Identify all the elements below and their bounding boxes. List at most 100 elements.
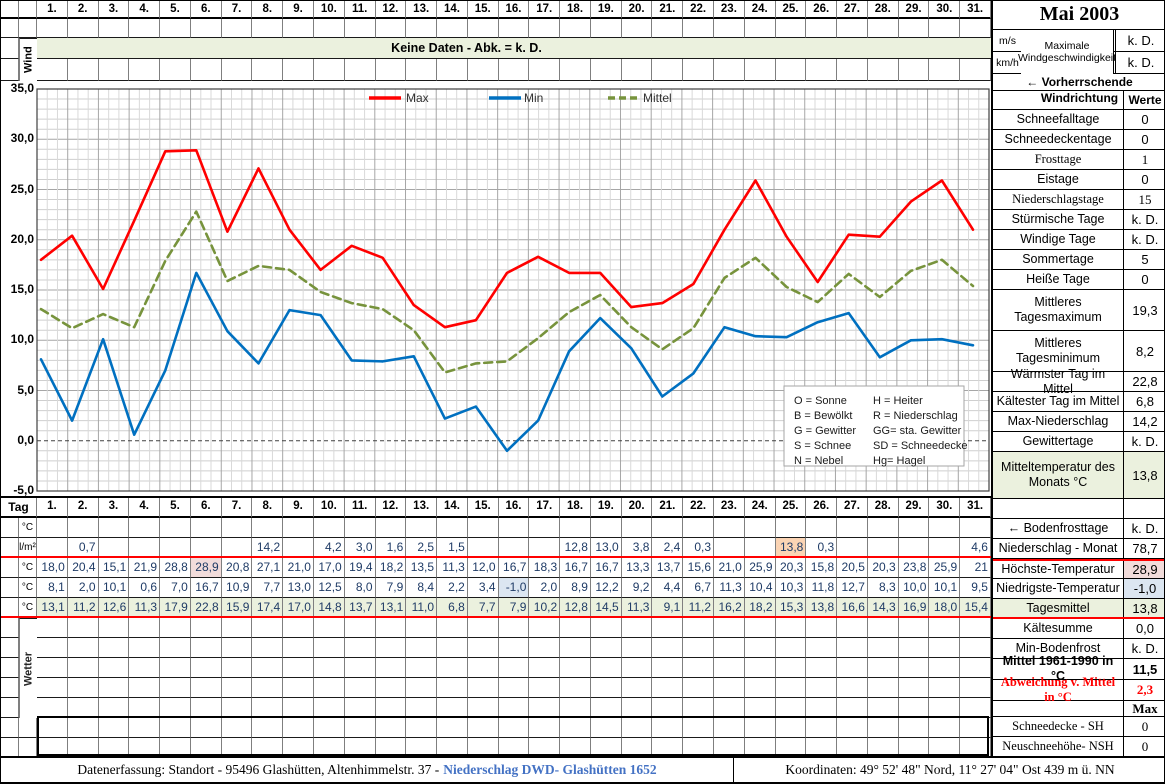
wetter-data-cell[interactable] (837, 638, 868, 658)
wetter-data-cell[interactable] (252, 618, 284, 638)
data-cell-niedrigste-temperatur[interactable]: 12,7 (837, 578, 868, 598)
data-cell-hoechste-temperatur[interactable]: 12,0 (467, 558, 499, 578)
data-cell-niederschlag[interactable]: 0,7 (67, 538, 99, 558)
wind-data-cell[interactable] (37, 19, 68, 38)
wind-data-cell[interactable] (837, 59, 868, 81)
wind-data-cell[interactable] (775, 59, 807, 81)
wetter-data-cell[interactable] (190, 718, 222, 738)
wetter-data-cell[interactable] (652, 698, 684, 718)
wetter-data-cell[interactable] (867, 718, 899, 738)
wind-data-cell[interactable] (344, 59, 376, 81)
wetter-data-cell[interactable] (837, 618, 868, 638)
data-cell-bodenfrost[interactable] (221, 518, 253, 538)
wind-data-cell[interactable] (375, 19, 407, 38)
wetter-data-cell[interactable] (590, 718, 622, 738)
wetter-data-cell[interactable] (467, 718, 499, 738)
wetter-data-cell[interactable] (498, 638, 530, 658)
data-cell-niederschlag[interactable] (867, 538, 899, 558)
wind-data-cell[interactable] (344, 19, 376, 38)
data-cell-bodenfrost[interactable] (929, 518, 961, 538)
data-cell-tagesmittel[interactable]: 17,9 (160, 598, 191, 618)
wetter-data-cell[interactable] (344, 618, 376, 638)
wetter-data-cell[interactable] (221, 698, 253, 718)
wetter-data-cell[interactable] (529, 678, 561, 698)
data-cell-niederschlag[interactable] (498, 538, 530, 558)
wetter-data-cell[interactable] (190, 698, 222, 718)
wetter-data-cell[interactable] (898, 718, 930, 738)
wetter-data-cell[interactable] (283, 618, 314, 638)
stat-value[interactable]: 0 (1141, 172, 1149, 187)
wetter-data-cell[interactable] (406, 718, 438, 738)
wetter-data-cell[interactable] (160, 678, 191, 698)
wetter-data-cell[interactable] (221, 638, 253, 658)
wetter-data-cell[interactable] (560, 718, 591, 738)
summary-value[interactable]: 0 (1141, 738, 1149, 754)
data-cell-hoechste-temperatur[interactable]: 13,7 (652, 558, 684, 578)
data-cell-tagesmittel[interactable]: 12,6 (98, 598, 130, 618)
wetter-data-cell[interactable] (775, 638, 807, 658)
windspeed-value-ms[interactable]: k. D. (1127, 33, 1155, 48)
wetter-data-cell[interactable] (221, 738, 253, 758)
wetter-data-cell[interactable] (590, 638, 622, 658)
data-cell-niederschlag[interactable]: 13,8 (775, 538, 807, 558)
data-cell-bodenfrost[interactable] (775, 518, 807, 538)
wetter-data-cell[interactable] (960, 738, 991, 758)
data-cell-tagesmittel[interactable]: 7,7 (467, 598, 499, 618)
data-cell-bodenfrost[interactable] (621, 518, 653, 538)
wetter-data-cell[interactable] (837, 678, 868, 698)
data-cell-tagesmittel[interactable]: 9,1 (652, 598, 684, 618)
data-cell-niedrigste-temperatur[interactable]: 10,1 (98, 578, 130, 598)
wetter-data-cell[interactable] (344, 658, 376, 678)
data-cell-bodenfrost[interactable] (313, 518, 345, 538)
wind-data-cell[interactable] (960, 59, 991, 81)
data-cell-niedrigste-temperatur[interactable]: 2,2 (437, 578, 468, 598)
data-cell-tagesmittel[interactable]: 13,1 (375, 598, 407, 618)
stat-value[interactable]: 22,8 (1132, 374, 1158, 389)
wetter-data-cell[interactable] (221, 678, 253, 698)
stat-value[interactable]: 15 (1138, 191, 1152, 207)
wetter-data-cell[interactable] (129, 698, 161, 718)
data-cell-bodenfrost[interactable] (37, 518, 68, 538)
data-cell-niederschlag[interactable]: 2,5 (406, 538, 438, 558)
wetter-data-cell[interactable] (190, 658, 222, 678)
wind-data-cell[interactable] (283, 19, 314, 38)
data-cell-hoechste-temperatur[interactable]: 11,3 (437, 558, 468, 578)
data-cell-hoechste-temperatur[interactable]: 16,7 (590, 558, 622, 578)
data-cell-niederschlag[interactable] (714, 538, 745, 558)
wetter-data-cell[interactable] (498, 698, 530, 718)
data-cell-bodenfrost[interactable] (437, 518, 468, 538)
wetter-data-cell[interactable] (129, 658, 161, 678)
data-cell-tagesmittel[interactable]: 22,8 (190, 598, 222, 618)
data-cell-hoechste-temperatur[interactable]: 28,8 (160, 558, 191, 578)
wind-data-cell[interactable] (929, 59, 961, 81)
wetter-data-cell[interactable] (313, 658, 345, 678)
wind-data-cell[interactable] (406, 19, 438, 38)
wind-data-cell[interactable] (283, 59, 314, 81)
wetter-data-cell[interactable] (529, 738, 561, 758)
wetter-data-cell[interactable] (898, 698, 930, 718)
wetter-data-cell[interactable] (98, 678, 130, 698)
wetter-data-cell[interactable] (529, 618, 561, 638)
summary-value[interactable]: 78,7 (1132, 541, 1158, 556)
wind-data-cell[interactable] (313, 19, 345, 38)
wetter-data-cell[interactable] (67, 638, 99, 658)
wetter-data-cell[interactable] (560, 698, 591, 718)
wetter-data-cell[interactable] (498, 718, 530, 738)
wind-data-cell[interactable] (898, 59, 930, 81)
data-cell-niedrigste-temperatur[interactable]: 8,1 (37, 578, 68, 598)
data-cell-tagesmittel[interactable]: 6,8 (437, 598, 468, 618)
data-cell-bodenfrost[interactable] (898, 518, 930, 538)
data-cell-bodenfrost[interactable] (467, 518, 499, 538)
data-cell-tagesmittel[interactable]: 16,9 (898, 598, 930, 618)
wetter-data-cell[interactable] (313, 618, 345, 638)
data-cell-niederschlag[interactable] (160, 538, 191, 558)
data-cell-niederschlag[interactable] (221, 538, 253, 558)
wetter-data-cell[interactable] (960, 658, 991, 678)
wetter-data-cell[interactable] (775, 718, 807, 738)
data-cell-niederschlag[interactable] (529, 538, 561, 558)
wetter-data-cell[interactable] (252, 658, 284, 678)
wetter-data-cell[interactable] (621, 698, 653, 718)
wetter-data-cell[interactable] (98, 638, 130, 658)
wind-data-cell[interactable] (313, 59, 345, 81)
wetter-data-cell[interactable] (929, 618, 961, 638)
